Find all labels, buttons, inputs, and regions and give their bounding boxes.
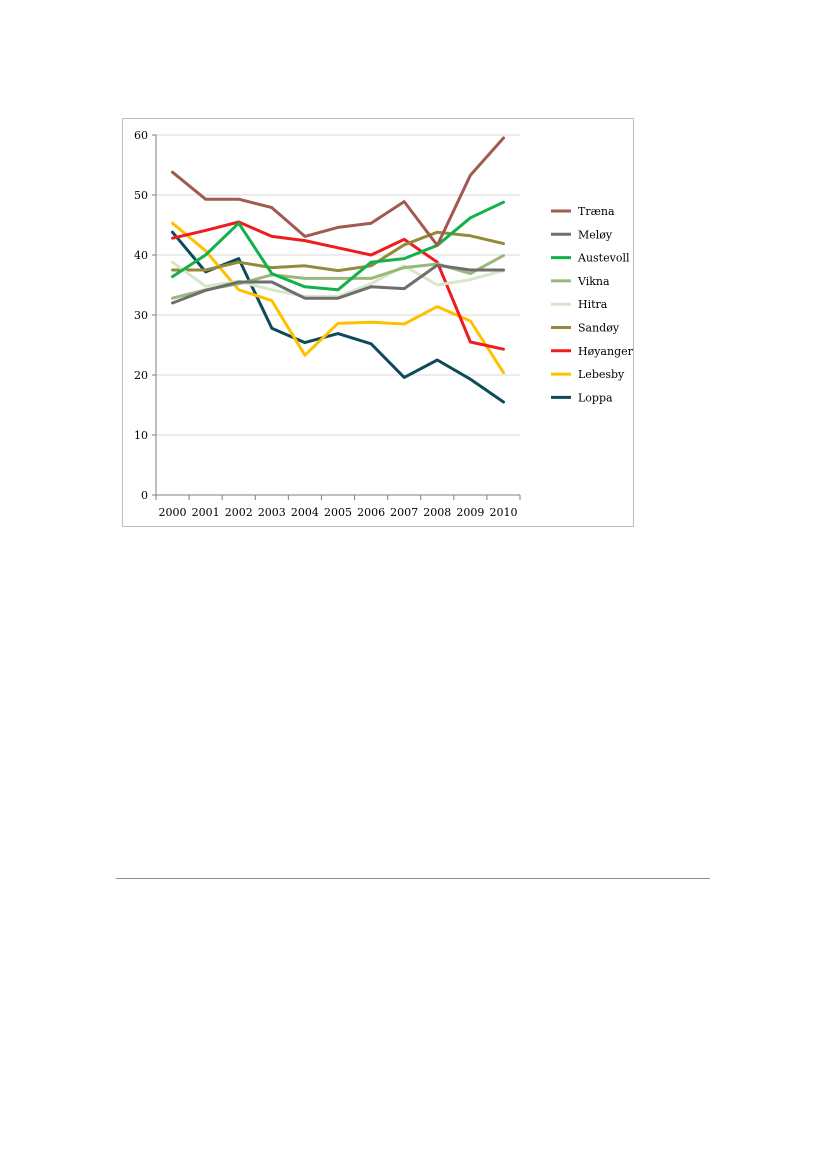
series-line-8 (171, 230, 505, 404)
chart-frame: 0 10 20 30 40 50 60 2000 2001 2002 2003 2004 2005 200… (122, 118, 634, 527)
legend-entry-label: Lebesby (578, 368, 625, 381)
series-line-0 (171, 136, 505, 247)
x-tick-label: 2000 (159, 506, 187, 519)
y-tick-label: 40 (134, 249, 148, 262)
legend: Træna Meløy Austevoll Vikna Hitra Sandøy Høyan… (551, 205, 634, 404)
series-line-7 (171, 221, 505, 375)
x-tick-label: 2001 (192, 506, 220, 519)
legend-entry-label: Træna (578, 205, 615, 218)
x-tick-label: 2005 (324, 506, 352, 519)
x-tick-label: 2002 (225, 506, 253, 519)
series-line-4 (171, 260, 505, 298)
y-tick-label: 30 (134, 309, 148, 322)
x-tick-label: 2006 (357, 506, 385, 519)
x-tick-label: 2003 (258, 506, 286, 519)
series-line-5 (171, 230, 505, 273)
legend-entry-label: Hitra (578, 298, 608, 311)
series-lines (171, 136, 505, 404)
series-line-2 (171, 200, 505, 292)
legend-entry-label: Sandøy (578, 322, 620, 335)
y-tick-label: 20 (134, 369, 148, 382)
legend-entry-label: Vikna (577, 275, 610, 288)
series-line-3 (171, 254, 505, 300)
series-line-6 (171, 220, 505, 351)
gridlines (156, 134, 520, 436)
legend-entry-label: Meløy (578, 228, 613, 241)
legend-entry-label: Austevoll (577, 252, 630, 265)
legend-entry-label: Høyanger (578, 345, 634, 358)
x-tick-label: 2009 (456, 506, 484, 519)
footer-divider (116, 878, 710, 879)
y-tick-label: 10 (134, 429, 148, 442)
x-tick-label: 2010 (489, 506, 517, 519)
legend-entry-label: Loppa (578, 391, 613, 404)
axes: 0 10 20 30 40 50 60 2000 2001 2002 2003 2004 2005 200… (134, 129, 521, 519)
line-chart: 0 10 20 30 40 50 60 2000 2001 2002 2003 2004 2005 200… (134, 129, 634, 519)
x-tick-label: 2008 (423, 506, 451, 519)
y-tick-label: 60 (134, 129, 148, 142)
x-tick-label: 2007 (390, 506, 418, 519)
x-tick-label: 2004 (291, 506, 319, 519)
series-line-1 (171, 263, 505, 305)
y-tick-label: 0 (141, 489, 148, 502)
y-tick-label: 50 (134, 189, 148, 202)
